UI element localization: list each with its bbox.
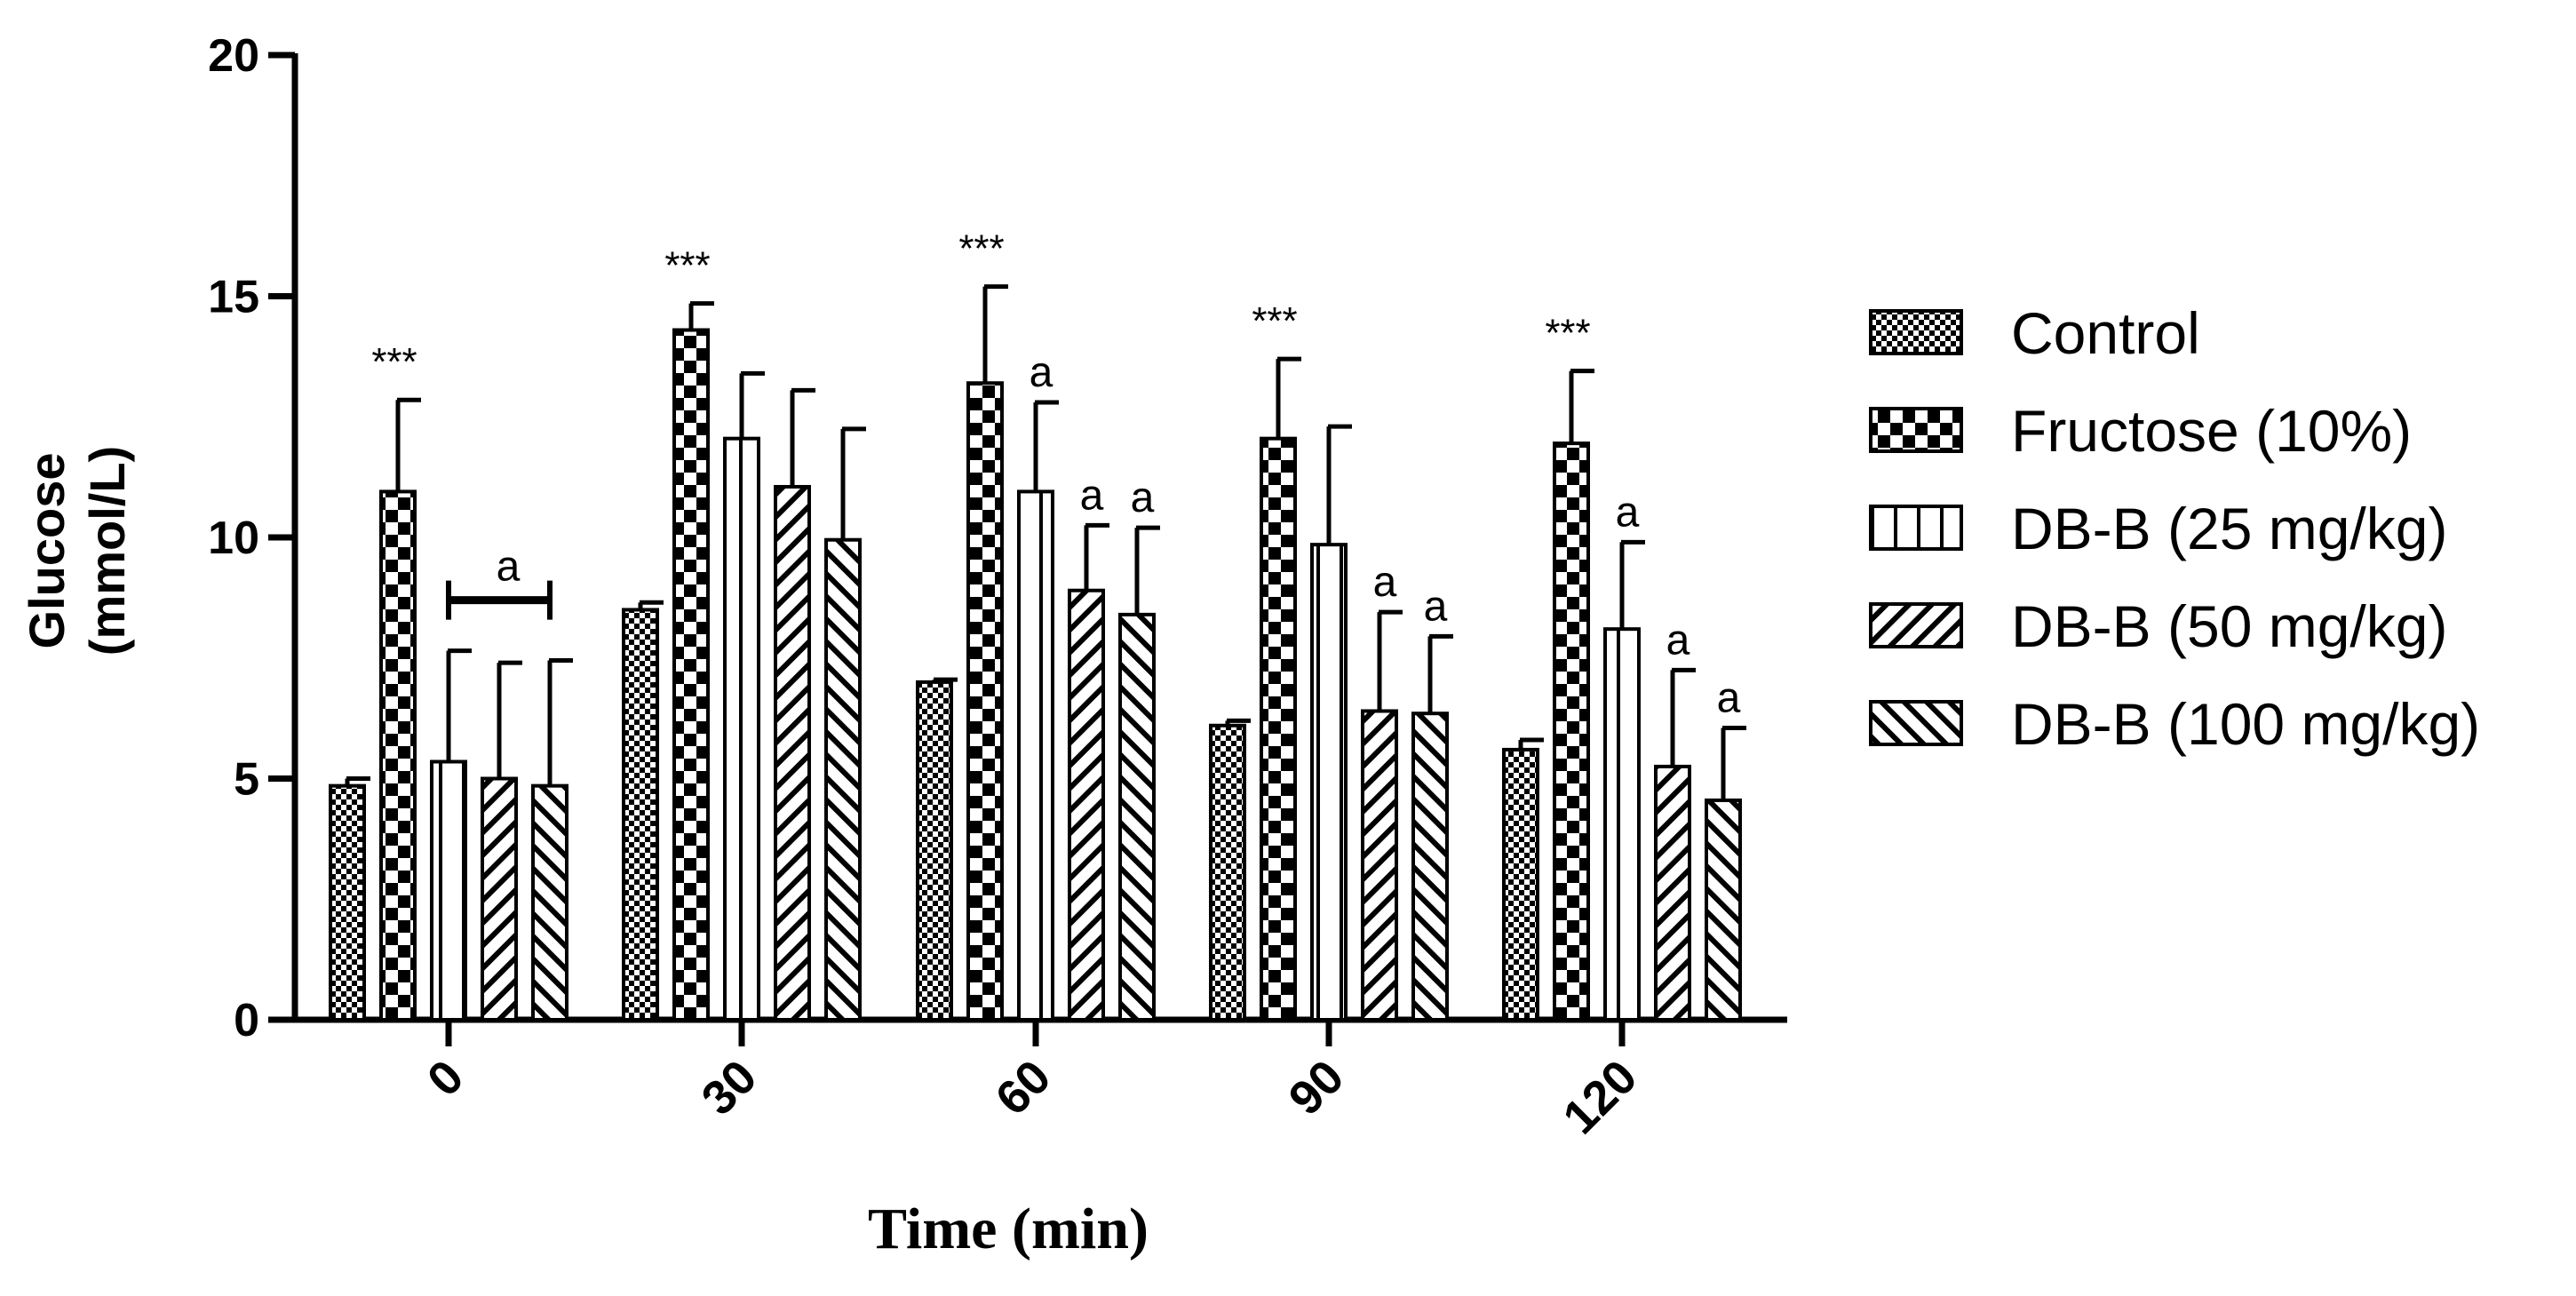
significance-letter: a	[1616, 489, 1640, 536]
y-axis-label-line-2: (mmol/L)	[79, 446, 135, 656]
significance-stars: ***	[664, 244, 710, 288]
legend-swatch	[1869, 407, 1963, 453]
bar	[966, 381, 1004, 1022]
bar	[1553, 441, 1590, 1022]
bar	[1603, 627, 1641, 1022]
x-axis: 0 30 60 90 120	[292, 1016, 1787, 1144]
significance-letter: a	[1666, 616, 1690, 664]
bar	[672, 328, 710, 1022]
legend: Control Fructose (10%) DB-B (25 mg/kg) DB-B…	[1869, 300, 2480, 757]
bar	[774, 484, 811, 1022]
bar	[1705, 798, 1742, 1022]
bar	[1361, 709, 1398, 1022]
significance-stars: ***	[371, 340, 417, 384]
significance-letter: a	[1717, 674, 1741, 721]
significance-letter: a	[1424, 583, 1448, 630]
bar	[1260, 436, 1297, 1022]
legend-swatch	[1869, 505, 1963, 551]
y-axis: 0 5 10 15 20	[208, 30, 298, 1046]
significance-letter: a	[497, 544, 521, 591]
significance-letter: a	[1131, 474, 1155, 521]
significance-stars: ***	[1252, 299, 1297, 343]
legend-label: DB-B (100 mg/kg)	[2011, 691, 2480, 757]
legend-label: DB-B (25 mg/kg)	[2011, 496, 2447, 561]
significance-letter: a	[1373, 559, 1397, 606]
y-tick-label: 15	[208, 272, 259, 323]
legend-swatch	[1869, 602, 1963, 648]
legend-label: Fructose (10%)	[2011, 398, 2412, 464]
legend-label: DB-B (50 mg/kg)	[2011, 593, 2447, 659]
bar	[531, 783, 568, 1022]
x-axis-label: Time (min)	[868, 1197, 1149, 1261]
bar	[329, 783, 366, 1022]
significance-letter: a	[1080, 472, 1104, 519]
bar	[430, 759, 467, 1022]
x-tick-label: 120	[1553, 1050, 1647, 1144]
y-tick-label: 20	[208, 30, 259, 82]
legend-swatch	[1869, 309, 1963, 355]
x-tick-label: 30	[692, 1050, 767, 1125]
bar	[379, 489, 417, 1022]
bar	[916, 680, 953, 1022]
legend-swatch	[1869, 700, 1963, 746]
bar	[1209, 723, 1246, 1022]
bar	[481, 776, 518, 1022]
significance-stars: ***	[958, 227, 1004, 271]
legend-label: Control	[2011, 300, 2200, 366]
bars-group	[329, 284, 1746, 1022]
bar	[1411, 712, 1449, 1022]
bar	[1310, 543, 1348, 1022]
significance-stars: ***	[1545, 312, 1590, 355]
y-tick-label: 0	[234, 995, 259, 1046]
bar	[1502, 747, 1539, 1022]
x-tick-label: 90	[1279, 1050, 1355, 1125]
bar	[622, 608, 659, 1022]
x-tick-label: 60	[986, 1050, 1061, 1125]
bar	[1118, 612, 1156, 1022]
bar	[1068, 588, 1105, 1022]
bar	[824, 537, 862, 1022]
bar	[1654, 764, 1691, 1022]
significance-letter: a	[1030, 349, 1053, 396]
bar	[723, 436, 760, 1022]
y-tick-label: 10	[208, 513, 259, 564]
bar	[1017, 489, 1054, 1022]
y-axis-label-line-1: Glucose	[19, 453, 75, 649]
y-tick-label: 5	[234, 754, 259, 806]
x-tick-label: 0	[417, 1050, 474, 1107]
